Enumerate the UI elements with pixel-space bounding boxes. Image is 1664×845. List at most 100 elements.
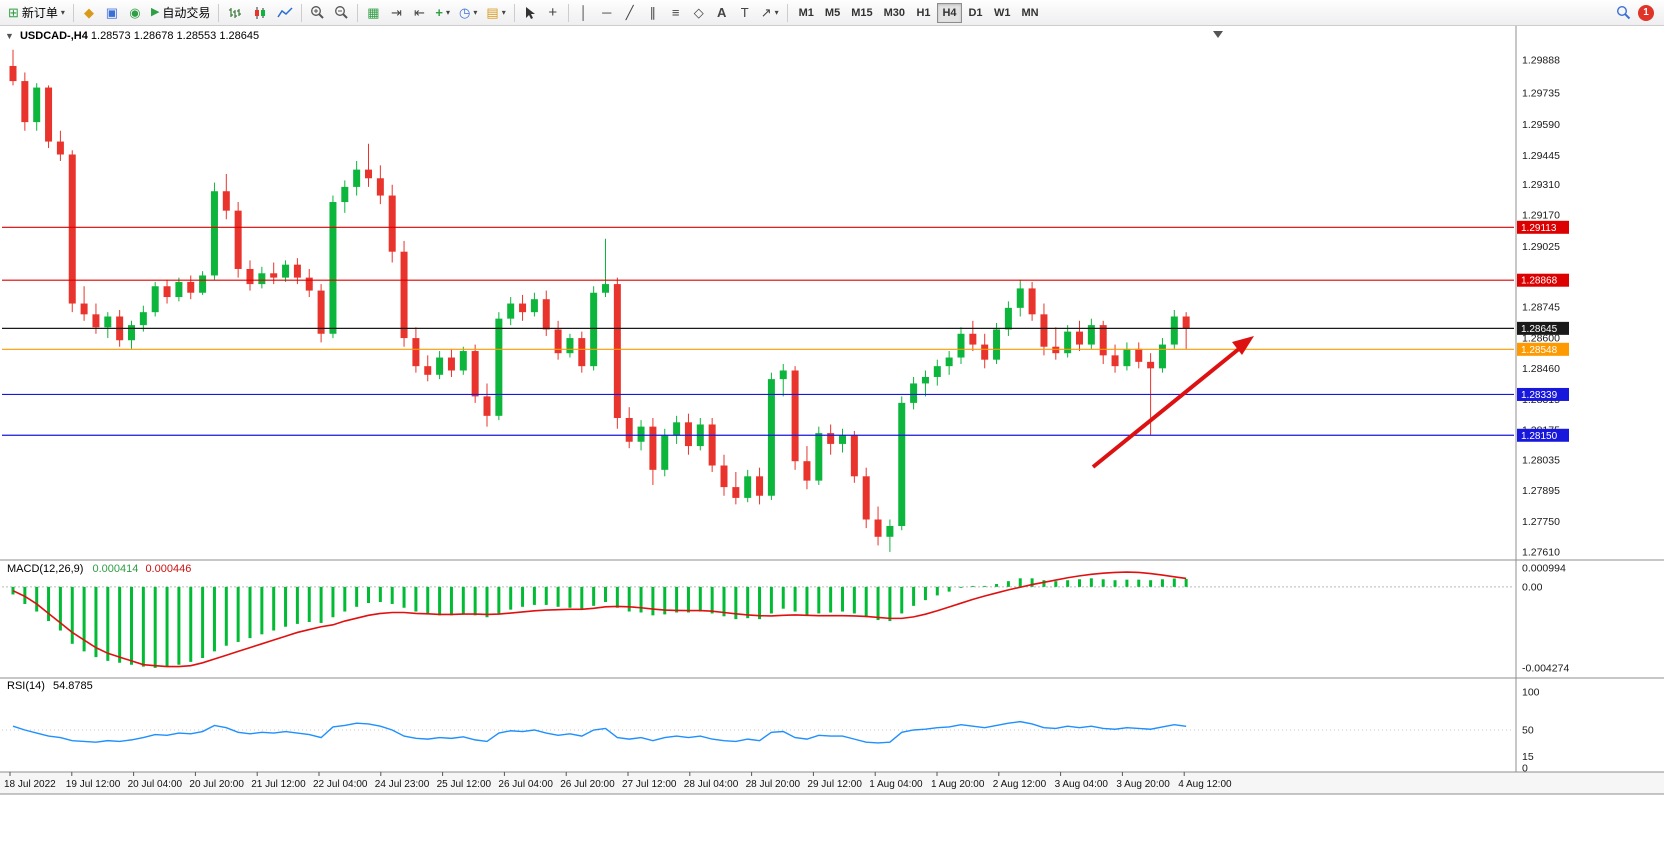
navigator-button[interactable]: ◉ xyxy=(124,2,146,24)
tile-windows-button[interactable]: ▦ xyxy=(362,2,384,24)
timeframe-button-m30[interactable]: M30 xyxy=(879,3,910,23)
macd-title: MACD(12,26,9) 0.000414 0.000446 xyxy=(7,563,191,575)
svg-text:1.29170: 1.29170 xyxy=(1522,209,1560,221)
macd-main-value: 0.000414 xyxy=(92,563,139,575)
auto-trading-label: 自动交易 xyxy=(162,6,211,20)
svg-text:1.29445: 1.29445 xyxy=(1522,150,1560,162)
label-icon: T xyxy=(740,5,749,20)
rsi-panel xyxy=(2,720,1514,744)
chevron-down-icon: ▾ xyxy=(473,8,478,17)
svg-text:-0.004274: -0.004274 xyxy=(1522,663,1569,675)
arrows-tool-button[interactable]: ↗ ▾ xyxy=(757,2,783,24)
collapse-panel-icon[interactable]: ▼ xyxy=(5,31,14,41)
svg-text:2 Aug 12:00: 2 Aug 12:00 xyxy=(993,779,1047,790)
chart-shift-icon: ⇤ xyxy=(413,5,425,20)
svg-text:22 Jul 04:00: 22 Jul 04:00 xyxy=(313,779,368,790)
zoom-in-icon xyxy=(311,6,325,19)
metaeditor-button[interactable]: ◆ xyxy=(78,2,100,24)
fibonacci-icon: ≡ xyxy=(671,5,680,20)
auto-trading-button[interactable]: ▶ 自动交易 xyxy=(147,2,214,24)
chevron-down-icon: ▾ xyxy=(774,8,779,17)
timeframe-button-mn[interactable]: MN xyxy=(1017,3,1044,23)
svg-text:15: 15 xyxy=(1522,751,1534,763)
rsi-label: RSI(14) xyxy=(7,680,45,692)
svg-text:1.28745: 1.28745 xyxy=(1522,301,1560,313)
vertical-line-tool-button[interactable]: │ xyxy=(573,2,595,24)
crosshair-button[interactable]: + xyxy=(542,2,564,24)
svg-text:3 Aug 04:00: 3 Aug 04:00 xyxy=(1055,779,1109,790)
chart-shift-button[interactable]: ⇤ xyxy=(408,2,430,24)
svg-text:1 Aug 04:00: 1 Aug 04:00 xyxy=(869,779,923,790)
svg-text:1.28548: 1.28548 xyxy=(1521,345,1558,356)
price-badges: 1.29113 1.28868 1.28645 1.28548 1.28339 1.281… xyxy=(1517,220,1569,442)
timeframe-button-h1[interactable]: H1 xyxy=(911,3,936,23)
notification-badge[interactable]: 1 xyxy=(1638,4,1654,21)
svg-text:19 Jul 12:00: 19 Jul 12:00 xyxy=(66,779,121,790)
indicators-button[interactable]: + ▾ xyxy=(431,2,454,24)
channel-tool-button[interactable]: ∥ xyxy=(642,2,664,24)
svg-text:1 Aug 20:00: 1 Aug 20:00 xyxy=(931,779,985,790)
svg-text:1.28645: 1.28645 xyxy=(1521,324,1558,335)
chart-canvas[interactable]: 1.29888 1.29735 1.29590 1.29445 1.29310 1.291… xyxy=(0,26,1664,845)
horizontal-line-icon: ─ xyxy=(602,5,612,20)
template-icon: ▤ xyxy=(486,5,499,20)
search-button[interactable] xyxy=(1612,2,1635,24)
line-chart-button[interactable] xyxy=(273,2,297,24)
timeframe-group: M1 M5 M15 M30 H1 H4 D1 W1 MN xyxy=(794,2,1044,23)
shapes-icon: ◇ xyxy=(693,5,704,20)
timeframe-button-d1[interactable]: D1 xyxy=(963,3,988,23)
svg-text:1.29310: 1.29310 xyxy=(1522,179,1560,191)
chart-symbol-label: USDCAD-,H4 xyxy=(19,30,88,42)
horizontal-line-tool-button[interactable]: ─ xyxy=(596,2,618,24)
terminal-button[interactable]: ▣ xyxy=(101,2,123,24)
search-icon xyxy=(1616,5,1631,20)
new-order-icon: ⊞ xyxy=(8,5,19,20)
macd-panel xyxy=(2,571,1514,668)
trendline-tool-button[interactable]: ╱ xyxy=(619,2,641,24)
timeframe-button-m15[interactable]: M15 xyxy=(846,3,877,23)
svg-text:1.29590: 1.29590 xyxy=(1522,119,1560,131)
templates-button[interactable]: ▤ ▾ xyxy=(482,2,509,24)
fibonacci-tool-button[interactable]: ≡ xyxy=(665,2,687,24)
new-order-button[interactable]: ⊞ 新订单 ▾ xyxy=(4,2,69,24)
bar-chart-button[interactable] xyxy=(223,2,247,24)
label-tool-button[interactable]: T xyxy=(734,2,756,24)
cursor-button[interactable] xyxy=(519,2,541,24)
svg-text:21 Jul 12:00: 21 Jul 12:00 xyxy=(251,779,306,790)
candlesticks xyxy=(9,49,1190,552)
svg-text:1.28150: 1.28150 xyxy=(1521,431,1558,442)
shapes-tool-button[interactable]: ◇ xyxy=(688,2,710,24)
svg-text:28 Jul 04:00: 28 Jul 04:00 xyxy=(684,779,739,790)
timeframe-button-w1[interactable]: W1 xyxy=(989,3,1016,23)
svg-text:26 Jul 04:00: 26 Jul 04:00 xyxy=(498,779,553,790)
periods-button[interactable]: ◷ ▾ xyxy=(455,2,481,24)
timeframe-button-m1[interactable]: M1 xyxy=(794,3,819,23)
toolbar-separator xyxy=(218,3,220,22)
bar-chart-icon xyxy=(229,7,242,18)
auto-scroll-button[interactable]: ⇥ xyxy=(385,2,407,24)
chart-shift-marker[interactable] xyxy=(1213,31,1223,38)
candlestick-chart-button[interactable] xyxy=(248,2,272,24)
timeframe-button-m5[interactable]: M5 xyxy=(820,3,845,23)
svg-text:1.29025: 1.29025 xyxy=(1522,241,1560,253)
toolbar: ⊞ 新订单 ▾ ◆ ▣ ◉ ▶ 自动交易 xyxy=(0,0,1664,26)
svg-text:100: 100 xyxy=(1522,687,1540,699)
svg-text:20 Jul 20:00: 20 Jul 20:00 xyxy=(189,779,244,790)
play-icon: ▶ xyxy=(150,6,160,18)
svg-text:0.000994: 0.000994 xyxy=(1522,563,1566,575)
zoom-in-button[interactable] xyxy=(306,2,329,24)
text-tool-button[interactable]: A xyxy=(711,2,733,24)
chevron-down-icon: ▾ xyxy=(501,8,506,17)
vertical-line-icon: │ xyxy=(579,5,588,20)
zoom-out-icon xyxy=(335,6,349,19)
text-icon: A xyxy=(717,5,727,20)
chevron-down-icon: ▾ xyxy=(60,8,65,17)
timeframe-button-h4[interactable]: H4 xyxy=(937,2,962,23)
horizontal-lines[interactable] xyxy=(2,226,1514,436)
channel-icon: ∥ xyxy=(649,5,656,20)
svg-text:1.28339: 1.28339 xyxy=(1521,390,1558,401)
zoom-out-button[interactable] xyxy=(330,2,353,24)
chart-area[interactable]: 1.29888 1.29735 1.29590 1.29445 1.29310 1.291… xyxy=(0,26,1664,845)
trend-arrow[interactable] xyxy=(1091,336,1254,469)
time-axis[interactable]: 18 Jul 2022 19 Jul 12:00 20 Jul 04:00 20 Ju… xyxy=(4,772,1232,790)
